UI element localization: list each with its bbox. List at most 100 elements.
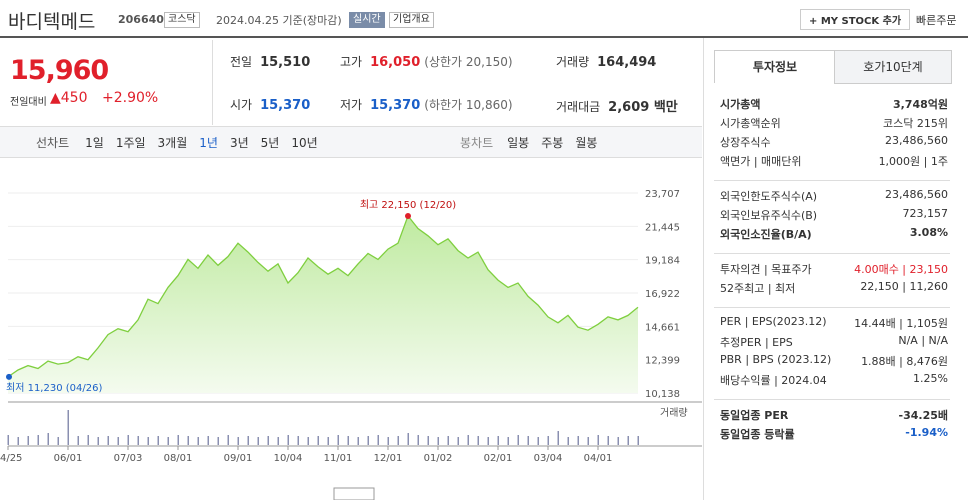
x-tick-label: 10/04 bbox=[274, 453, 303, 464]
volume-bar bbox=[227, 435, 229, 445]
volume-bar bbox=[527, 436, 529, 445]
quote-cell: 전일 15,510 bbox=[230, 53, 310, 70]
info-row: 외국인보유주식수(B) 723,157 bbox=[720, 207, 948, 223]
realtime[interactable]: 실시간 bbox=[349, 12, 385, 28]
company-info[interactable]: 기업개요 bbox=[389, 12, 434, 28]
section-divider bbox=[714, 180, 950, 181]
tab[interactable]: 10년 bbox=[291, 136, 318, 150]
quote-value: 2,609 백만 bbox=[608, 100, 678, 115]
volume-bar bbox=[387, 437, 389, 445]
tab[interactable]: 3개월 bbox=[157, 136, 188, 150]
x-tick-label: 04/25 bbox=[0, 453, 22, 464]
stock-name: 바디텍메드 bbox=[8, 11, 96, 33]
area bbox=[8, 215, 638, 393]
line bbox=[7, 214, 639, 378]
info-row: PER | EPS(2023.12) 14.44배 | 1,105원 bbox=[720, 315, 948, 330]
volume-bar bbox=[117, 437, 119, 445]
tab-title: 선차트 bbox=[36, 136, 70, 150]
section-divider bbox=[714, 399, 950, 400]
volume-bar bbox=[577, 436, 579, 445]
volume-bar bbox=[347, 436, 349, 445]
change: ▲450 bbox=[50, 90, 88, 106]
section-divider bbox=[714, 253, 950, 254]
volume-bar bbox=[397, 436, 399, 445]
divider bbox=[212, 40, 213, 125]
x-tick-label: 08/01 bbox=[164, 453, 193, 464]
info-value: 1,000원 | 1주 bbox=[878, 155, 948, 168]
collapse-button[interactable] bbox=[333, 487, 375, 500]
x-tick-label: 06/01 bbox=[54, 453, 83, 464]
quote-note: (하한가 10,860) bbox=[424, 98, 513, 112]
stock-code: 206640 bbox=[118, 13, 164, 26]
volume-bar bbox=[377, 435, 379, 445]
info-label: 외국인소진율(B/A) bbox=[720, 228, 812, 241]
tab[interactable]: 1주일 bbox=[115, 136, 146, 150]
quote-cell: 거래대금 2,609 백만 bbox=[556, 96, 678, 115]
volume-bar bbox=[537, 437, 539, 445]
volume-bar bbox=[597, 435, 599, 445]
info-row: 동일업종 PER -34.25배 bbox=[720, 407, 948, 423]
y-tick-label: 23,707 bbox=[645, 189, 680, 200]
tab[interactable]: 3년 bbox=[229, 136, 249, 150]
volume-bar bbox=[547, 436, 549, 445]
info-row: 액면가 | 매매단위 1,000원 | 1주 bbox=[720, 153, 948, 169]
volume-bar bbox=[477, 436, 479, 445]
info-label: 시가총액순위 bbox=[720, 117, 781, 130]
info-value: 4.00매수 | 23,150 bbox=[854, 263, 948, 276]
change-label: 전일대비 bbox=[10, 97, 47, 108]
info-value: 22,150 | 11,260 bbox=[860, 280, 948, 293]
volume-bar bbox=[27, 436, 29, 445]
y-tick-label: 21,445 bbox=[645, 222, 680, 233]
info-row: 외국인소진율(B/A) 3.08% bbox=[720, 226, 948, 242]
high-label: 최고 22,150 (12/20) bbox=[360, 199, 456, 211]
tab[interactable]: 주봉 bbox=[541, 136, 564, 150]
tab[interactable]: 1년 bbox=[199, 136, 218, 150]
volume-bar bbox=[147, 437, 149, 445]
volume-bar bbox=[457, 437, 459, 445]
quote-value: 15,370 bbox=[260, 98, 311, 113]
volume-bar bbox=[277, 437, 279, 445]
info-row: 추정PER | EPS N/A | N/A bbox=[720, 334, 948, 350]
volume-bar bbox=[327, 437, 329, 445]
info-label: 배당수익률 | 2024.04 bbox=[720, 374, 827, 387]
volume-bar bbox=[417, 435, 419, 445]
info-value: -34.25배 bbox=[898, 409, 948, 422]
x-tick-label: 03/04 bbox=[534, 453, 563, 464]
volume-bar bbox=[497, 436, 499, 445]
quote-value: 15,510 bbox=[260, 55, 311, 70]
volume-bar bbox=[337, 435, 339, 445]
mystock-button[interactable]: + MY STOCK 추가 bbox=[800, 9, 911, 30]
change-rate: +2.90% bbox=[102, 90, 159, 106]
volume-bar bbox=[297, 436, 299, 445]
volume-bar bbox=[217, 437, 219, 445]
tab[interactable]: 1일 bbox=[85, 136, 104, 150]
info-label: PBR | BPS (2023.12) bbox=[720, 353, 832, 366]
volume-bar bbox=[447, 436, 449, 445]
volume-bar bbox=[617, 437, 619, 445]
quote-value: 15,370 bbox=[370, 98, 421, 113]
divider bbox=[703, 38, 704, 500]
quick-order[interactable]: 빠른주문 bbox=[916, 14, 957, 27]
x-tick-label: 11/01 bbox=[324, 453, 353, 464]
tab[interactable]: 5년 bbox=[260, 136, 280, 150]
quote-value: 16,050 bbox=[370, 55, 421, 70]
volume-bar bbox=[107, 436, 109, 445]
info-value: 14.44배 | 1,105원 bbox=[854, 317, 948, 330]
panel-tab[interactable]: 투자정보 bbox=[714, 50, 836, 83]
volume-bar bbox=[587, 437, 589, 445]
volume-bar bbox=[187, 436, 189, 445]
volume-bar bbox=[427, 436, 429, 445]
tab[interactable]: 일봉 bbox=[507, 136, 530, 150]
panel-tab[interactable]: 호가10단계 bbox=[834, 50, 952, 84]
volume-bar bbox=[197, 437, 199, 445]
quote-label: 전일 bbox=[230, 55, 253, 69]
quote-label: 고가 bbox=[340, 55, 363, 69]
volume-bar bbox=[407, 433, 409, 445]
quote-label: 시가 bbox=[230, 98, 253, 112]
y-tick-label: 12,399 bbox=[645, 356, 680, 367]
quote-label: 저가 bbox=[340, 98, 363, 112]
quote-cell: 시가 15,370 bbox=[230, 96, 310, 113]
info-label: 투자의견 | 목표주가 bbox=[720, 263, 812, 276]
tab[interactable]: 월봉 bbox=[575, 136, 598, 150]
volume-bar bbox=[57, 437, 59, 445]
